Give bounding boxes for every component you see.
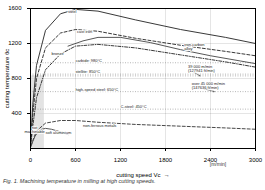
svg-text:cutting speed Vc →: cutting speed Vc → (116, 172, 170, 178)
svg-text:1800: 1800 (159, 157, 173, 163)
svg-text:cutting temperature θc: cutting temperature θc (4, 49, 10, 109)
svg-text:1200: 1200 (8, 40, 22, 46)
svg-text:iron-carbonalloy: iron-carbonalloy (184, 42, 204, 51)
svg-text:400: 400 (11, 110, 22, 116)
svg-text:[m/min]: [m/min] (210, 161, 227, 167)
svg-text:non-ferrous metals: non-ferrous metals (83, 123, 116, 128)
svg-text:stellite: 850°C: stellite: 850°C (76, 69, 101, 74)
html-text:Fig. 1. Machining temperature: Fig. 1. Machining temperature in milling… (3, 178, 156, 184)
svg-text:C-steel: 450°C: C-steel: 450°C (121, 104, 147, 109)
svg-text:carbide: 980°C: carbide: 980°C (76, 58, 103, 63)
svg-text:800: 800 (11, 75, 22, 81)
svg-text:39 000 m/min(127941 ft/min): 39 000 m/min(127941 ft/min) (188, 64, 216, 73)
svg-text:steel: steel (68, 9, 77, 14)
svg-text:600: 600 (70, 157, 81, 163)
svg-text:cast iron: cast iron (77, 29, 92, 34)
svg-text:1200: 1200 (114, 157, 128, 163)
svg-text:0: 0 (29, 157, 33, 163)
svg-text:over 45 000 m/min(147636 ft/mi: over 45 000 m/min(147636 ft/min) (192, 81, 225, 90)
svg-text:notmachinable: notmachinable (24, 125, 45, 134)
svg-text:3000: 3000 (249, 157, 263, 163)
svg-text:soft aluminium: soft aluminium (46, 130, 72, 135)
svg-text:high-speed steel: 650°C: high-speed steel: 650°C (76, 87, 119, 92)
svg-text:bronze: bronze (52, 51, 65, 56)
svg-text:1600: 1600 (8, 5, 22, 11)
